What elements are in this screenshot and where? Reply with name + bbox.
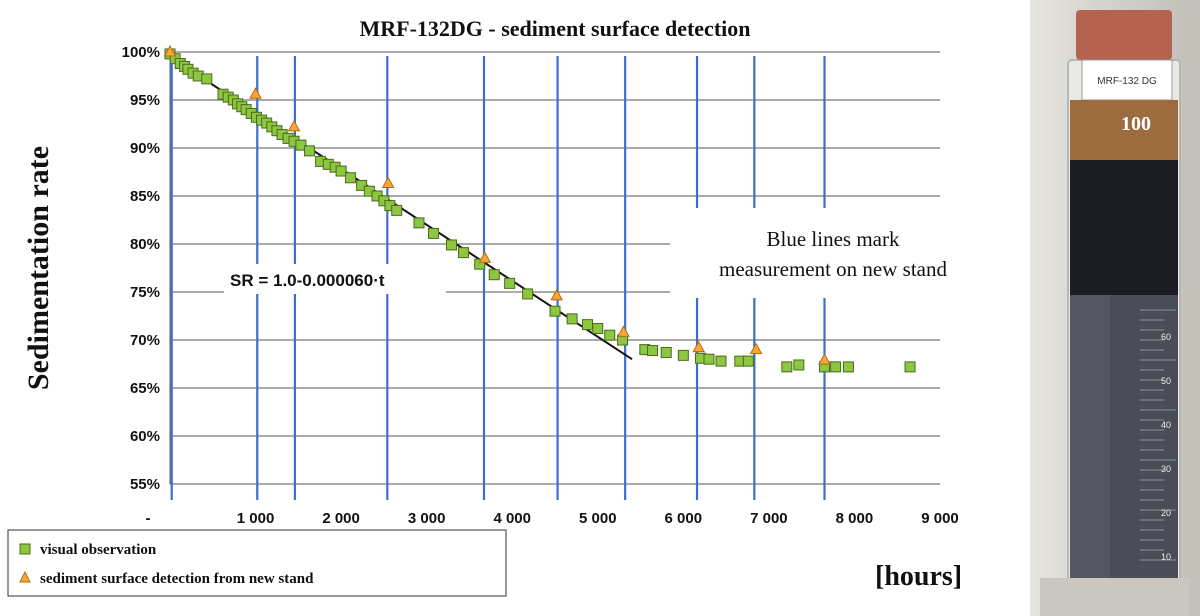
- visual-observation-point: [781, 361, 793, 373]
- visual-observation-point: [445, 239, 457, 251]
- visual-observation-point: [345, 172, 357, 184]
- cylinder-scale: 60 50 40 30 20 10: [1140, 309, 1176, 562]
- scale-mark-label: 50: [1161, 376, 1171, 386]
- y-tick-label: 95%: [130, 92, 160, 109]
- new-stand-point: [749, 342, 763, 355]
- visual-observation-point: [566, 313, 578, 325]
- new-stand-point: [163, 44, 177, 57]
- visual-observation-point: [504, 277, 516, 289]
- visual-observation-point: [428, 227, 440, 239]
- cylinder-photo: MRF-132 DG 100 60 50 40 30 20 10: [1030, 0, 1200, 616]
- visual-observation-point: [488, 269, 500, 281]
- legend-entry-visual: visual observation: [40, 542, 157, 558]
- x-tick-label: 8 000: [836, 510, 874, 527]
- dark-liquid: [1070, 160, 1178, 295]
- note-line-2: measurement on new stand: [719, 257, 948, 281]
- x-tick-label: 6 000: [665, 510, 703, 527]
- chart-title: MRF-132DG - sediment surface detection: [359, 16, 750, 41]
- visual-observation-point: [201, 73, 213, 85]
- y-tick-label: 100%: [122, 44, 160, 61]
- new-stand-point: [550, 288, 564, 301]
- y-tick-label: 80%: [130, 236, 160, 253]
- new-stand-point: [478, 251, 492, 263]
- new-stand-point: [249, 87, 262, 99]
- visual-observation-point: [295, 139, 307, 151]
- y-tick-labels: 55% 60% 65% 70% 75% 80% 85% 90% 95% 100%: [122, 44, 160, 493]
- visual-observation-point: [904, 361, 916, 373]
- x-axis-label: [hours]: [875, 561, 962, 592]
- scale-mark-label: 20: [1161, 508, 1171, 518]
- new-stand-point: [818, 353, 831, 365]
- legend: visual observation sediment surface dete…: [7, 529, 507, 597]
- new-stand-point: [287, 119, 301, 132]
- scale-mark-label: 30: [1161, 464, 1171, 474]
- visual-observation-point: [356, 179, 368, 191]
- cylinder-base: [1040, 578, 1190, 616]
- note-line-1: Blue lines mark: [767, 227, 900, 251]
- visual-observation-point: [522, 288, 534, 300]
- visual-observation-point: [842, 361, 854, 373]
- x-tick-label: -: [146, 510, 151, 527]
- visual-observation-point: [474, 258, 486, 270]
- legend-triangle-marker: [19, 570, 31, 583]
- x-tick-label: 4 000: [493, 510, 531, 527]
- x-tick-label: 7 000: [750, 510, 788, 527]
- visual-observation-point: [391, 204, 403, 216]
- scale-mark-label: 60: [1161, 332, 1171, 342]
- new-stand-point: [617, 325, 630, 337]
- visual-observation-point: [830, 361, 842, 373]
- y-tick-label: 75%: [130, 284, 160, 301]
- visual-observation-point: [703, 353, 715, 365]
- x-tick-labels: - 1 000 2 000 3 000 4 000 5 000 6 000 7 000 8 00…: [146, 510, 959, 527]
- visual-observation-point: [677, 349, 689, 361]
- x-tick-label: 5 000: [579, 510, 617, 527]
- note-bg: [670, 208, 1000, 298]
- visual-observation-point: [660, 346, 672, 358]
- visual-observation-point: [715, 355, 727, 367]
- scale-mark-label: 40: [1161, 420, 1171, 430]
- y-tick-label: 60%: [130, 428, 160, 445]
- x-tick-label: 9 000: [921, 510, 959, 527]
- cylinder-brand-text: 100: [1121, 113, 1151, 135]
- visual-observation-point: [413, 217, 425, 229]
- cylinder-label-sticker: [1081, 59, 1173, 101]
- visual-observation-point: [793, 359, 805, 371]
- new-stand-point: [381, 176, 395, 189]
- visual-observation-point: [592, 322, 604, 334]
- equation-bg: [224, 264, 446, 294]
- y-tick-label: 85%: [130, 188, 160, 205]
- new-stand-point: [692, 340, 706, 353]
- visual-observation-point: [742, 355, 754, 367]
- visual-observation-point: [303, 145, 315, 157]
- x-tick-label: 2 000: [322, 510, 360, 527]
- y-tick-label: 90%: [130, 140, 160, 157]
- visual-observation-point: [604, 329, 616, 341]
- visual-observation-point: [457, 247, 469, 259]
- visual-observation-point: [549, 305, 561, 317]
- legend-box: [7, 529, 507, 597]
- cylinder-label-text: MRF-132 DG: [1097, 76, 1157, 87]
- fit-equation: SR = 1.0-0.000060·t: [230, 271, 385, 290]
- scale-mark-label: 10: [1161, 552, 1171, 562]
- visual-observation-point: [335, 165, 347, 177]
- cylinder-cap: [1076, 10, 1172, 60]
- y-axis-label: Sedimentation rate: [22, 146, 55, 390]
- new-stand-series: [163, 44, 831, 365]
- visual-observation-series: [164, 48, 916, 373]
- visual-observation-point: [582, 319, 594, 331]
- y-tick-label: 70%: [130, 332, 160, 349]
- cylinder-brand-band: [1070, 100, 1178, 160]
- visual-observation-point: [647, 345, 659, 357]
- legend-entry-new-stand: sediment surface detection from new stan…: [40, 571, 314, 587]
- y-tick-label: 65%: [130, 380, 160, 397]
- x-tick-label: 1 000: [237, 510, 275, 527]
- x-tick-label: 3 000: [408, 510, 446, 527]
- y-tick-label: 55%: [130, 476, 160, 493]
- legend-square-marker: [19, 543, 31, 555]
- sediment-highlight: [1070, 295, 1110, 580]
